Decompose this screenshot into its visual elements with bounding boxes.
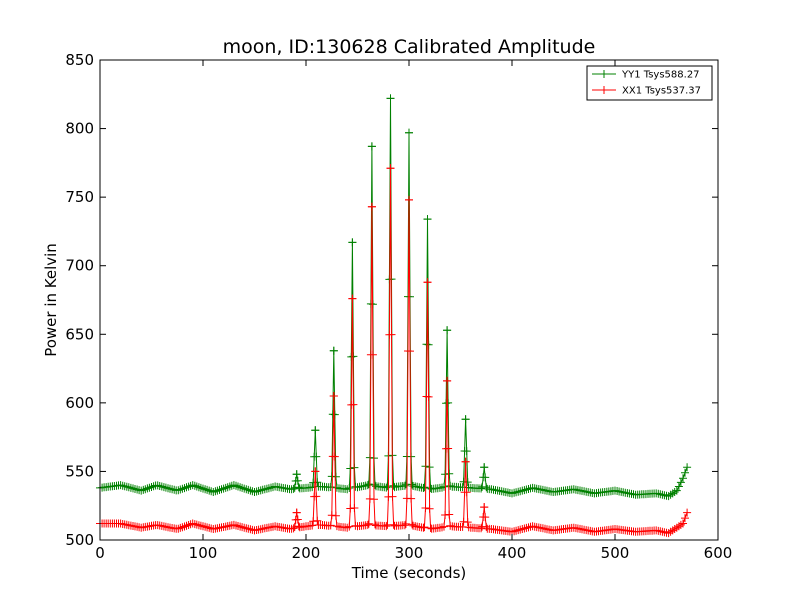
peak-point	[311, 467, 320, 476]
series-0	[96, 94, 692, 501]
x-tick-label: 300	[395, 544, 424, 562]
peak-point	[461, 415, 470, 424]
x-axis-label: Time (seconds)	[351, 564, 467, 582]
series-markers	[96, 94, 692, 501]
legend-entry-yy1: YY1 Tsys588.27	[592, 70, 700, 81]
peak-point	[292, 508, 301, 517]
x-tick-label: 200	[292, 544, 321, 562]
x-tick-label: 0	[95, 544, 105, 562]
peak-point	[367, 142, 376, 151]
peak-point	[461, 457, 470, 466]
peak-point	[386, 164, 395, 173]
chart-title: moon, ID:130628 Calibrated Amplitude	[223, 36, 596, 58]
x-tick-label: 500	[601, 544, 630, 562]
peak-point	[480, 463, 489, 472]
peak-point	[329, 346, 338, 355]
y-tick-label: 550	[65, 462, 94, 480]
peak-point	[480, 503, 489, 512]
legend: YY1 Tsys588.27 XX1 Tsys537.37	[586, 65, 713, 101]
x-tick-label: 600	[704, 544, 733, 562]
y-tick-label: 850	[65, 51, 94, 69]
peak-point	[329, 392, 338, 400]
legend-box	[586, 65, 713, 101]
legend-entry-xx1: XX1 Tsys537.37	[592, 86, 701, 97]
y-tick-label: 500	[65, 531, 94, 549]
x-axis: 0 100 200 300 400 500 600	[95, 60, 732, 562]
y-axis-label: Power in Kelvin	[42, 243, 60, 357]
y-tick-label: 600	[65, 394, 94, 412]
peak-point	[311, 426, 320, 435]
y-tick-label: 750	[65, 188, 94, 206]
x-tick-label: 400	[498, 544, 527, 562]
y-tick-label: 650	[65, 325, 94, 343]
series-line	[99, 98, 688, 497]
legend-label-xx1: XX1 Tsys537.37	[622, 86, 701, 97]
plot-series	[96, 94, 692, 538]
x-tick-label: 100	[189, 544, 218, 562]
peak-point	[443, 326, 452, 335]
peak-point	[348, 294, 357, 303]
y-tick-label: 700	[65, 257, 94, 275]
peak-point	[386, 94, 395, 103]
legend-marker-yy1	[600, 70, 608, 78]
peak-point	[292, 470, 301, 479]
y-tick-label: 800	[65, 120, 94, 138]
peak-point	[423, 278, 432, 287]
peak-point	[405, 195, 413, 204]
peak-point	[443, 376, 452, 385]
legend-marker-xx1	[600, 86, 608, 94]
y-axis: 500 550 600 650 700 750 800 850	[65, 51, 718, 549]
peak-point	[348, 238, 357, 247]
legend-label-yy1: YY1 Tsys588.27	[621, 70, 700, 81]
peak-point	[367, 202, 376, 211]
peak-point	[423, 215, 432, 224]
peak-point	[405, 128, 413, 137]
